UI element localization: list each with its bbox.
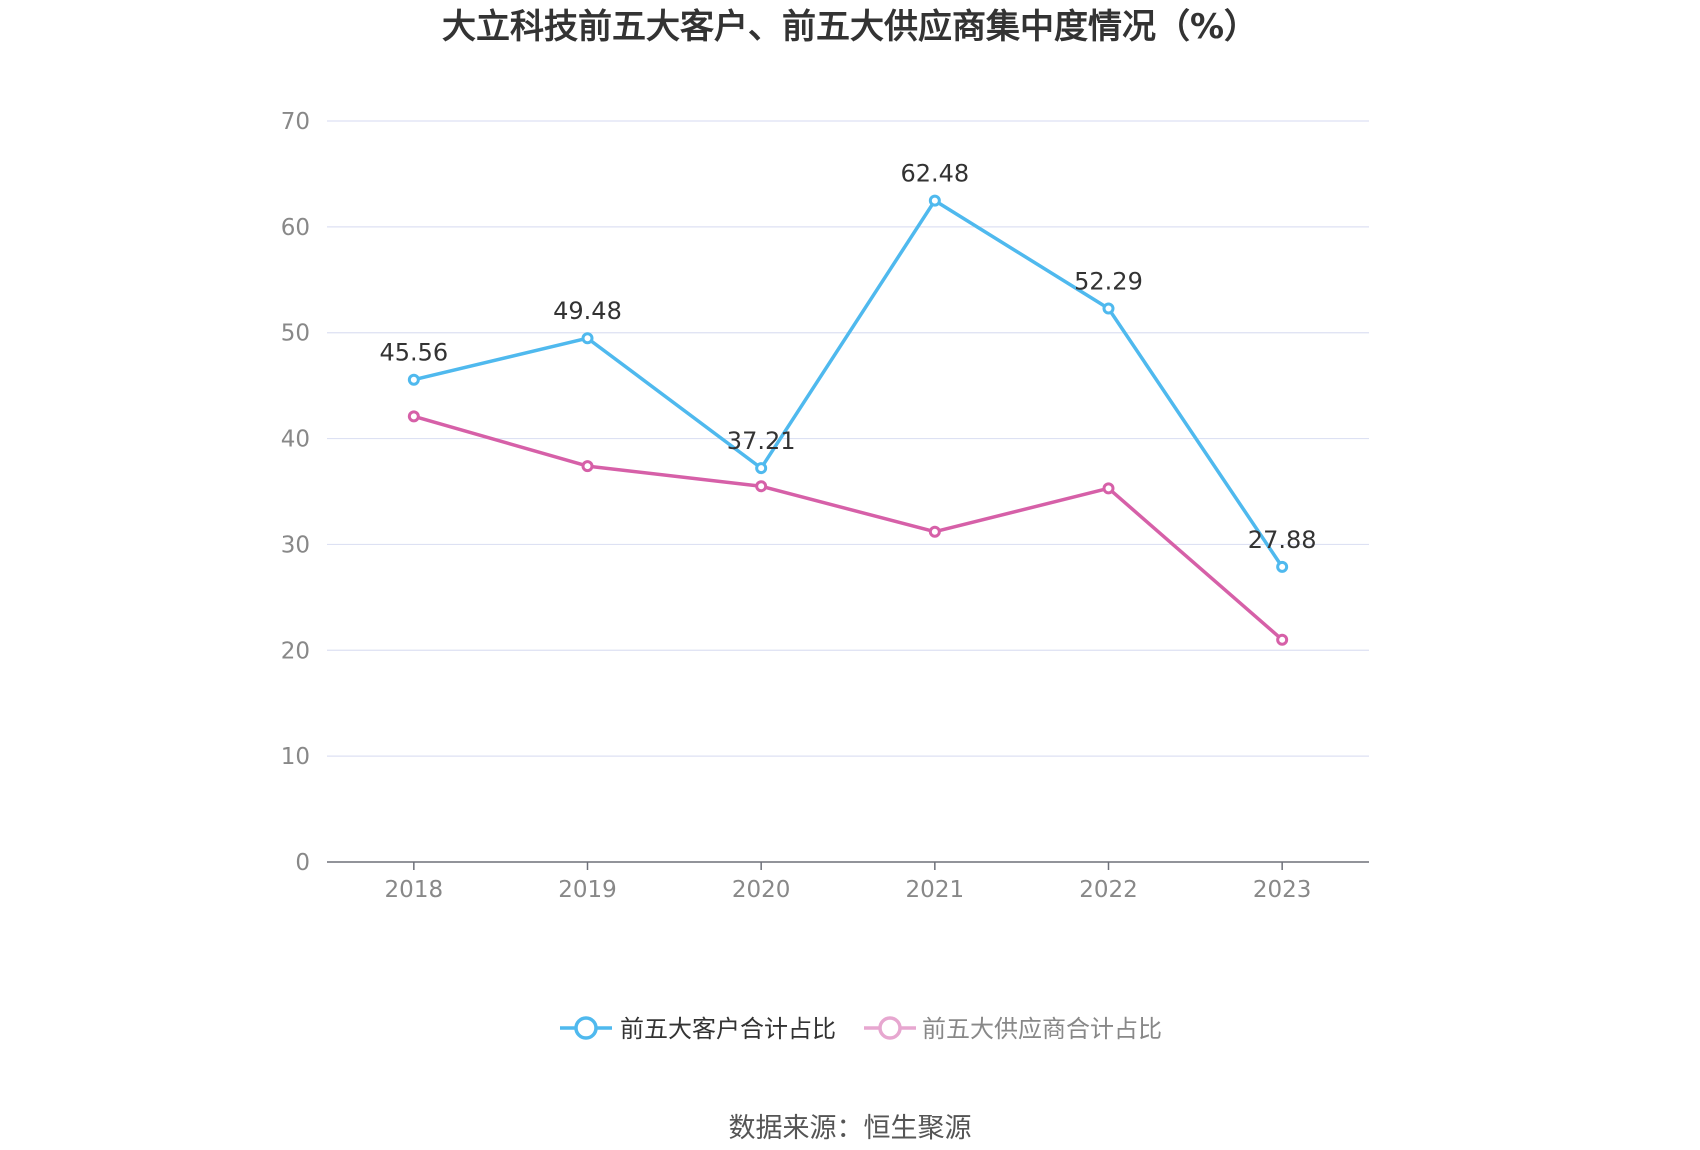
data-label: 27.88 bbox=[1248, 526, 1317, 554]
source-note: 数据来源：恒生聚源 bbox=[729, 1113, 972, 1144]
chart-title: 大立科技前五大客户、前五大供应商集中度情况（%） bbox=[442, 7, 1258, 47]
y-tick-label: 20 bbox=[281, 638, 310, 664]
data-label: 49.48 bbox=[553, 297, 622, 325]
data-point bbox=[407, 410, 420, 423]
data-label: 52.29 bbox=[1074, 267, 1143, 295]
series-line bbox=[413, 198, 1284, 568]
data-label: 45.56 bbox=[379, 339, 448, 367]
data-point bbox=[1276, 560, 1289, 573]
y-axis-ticks: 0 10 20 30 40 50 60 70 bbox=[281, 109, 310, 876]
y-tick-label: 40 bbox=[281, 427, 310, 453]
x-axis: 2018 2019 2020 2021 2022 2023 bbox=[327, 861, 1369, 903]
x-tick-label: 2020 bbox=[732, 877, 791, 903]
data-label: 37.21 bbox=[727, 427, 796, 455]
data-point bbox=[755, 480, 768, 493]
y-tick-label: 60 bbox=[281, 215, 310, 241]
data-point bbox=[1102, 302, 1115, 315]
series-line bbox=[413, 414, 1284, 642]
data-point bbox=[928, 194, 941, 207]
grid-lines bbox=[327, 120, 1369, 757]
x-tick-label: 2019 bbox=[558, 877, 617, 903]
data-point bbox=[1102, 482, 1115, 495]
data-point bbox=[1276, 633, 1289, 646]
data-point bbox=[407, 373, 420, 386]
y-tick-label: 30 bbox=[281, 532, 310, 558]
legend: 前五大客户合计占比 前五大供应商合计占比 bbox=[560, 1015, 1162, 1043]
legend-marker bbox=[878, 1016, 902, 1040]
data-point bbox=[581, 332, 594, 345]
y-tick-label: 10 bbox=[281, 744, 310, 770]
x-tick-label: 2023 bbox=[1253, 877, 1312, 903]
legend-marker bbox=[574, 1016, 598, 1040]
legend-label[interactable]: 前五大客户合计占比 bbox=[620, 1015, 836, 1043]
legend-label[interactable]: 前五大供应商合计占比 bbox=[922, 1015, 1162, 1043]
x-tick-label: 2022 bbox=[1079, 877, 1138, 903]
data-label: 62.48 bbox=[900, 160, 969, 188]
data-point bbox=[928, 525, 941, 538]
x-tick-label: 2021 bbox=[906, 877, 965, 903]
series-layer: 45.56 49.48 37.21 62.48 52.29 27.88 bbox=[379, 160, 1317, 646]
data-point bbox=[581, 460, 594, 473]
x-tick-label: 2018 bbox=[385, 877, 444, 903]
y-tick-label: 50 bbox=[281, 321, 310, 347]
data-point bbox=[755, 462, 768, 475]
y-tick-label: 0 bbox=[295, 850, 310, 876]
y-tick-label: 70 bbox=[281, 109, 310, 135]
